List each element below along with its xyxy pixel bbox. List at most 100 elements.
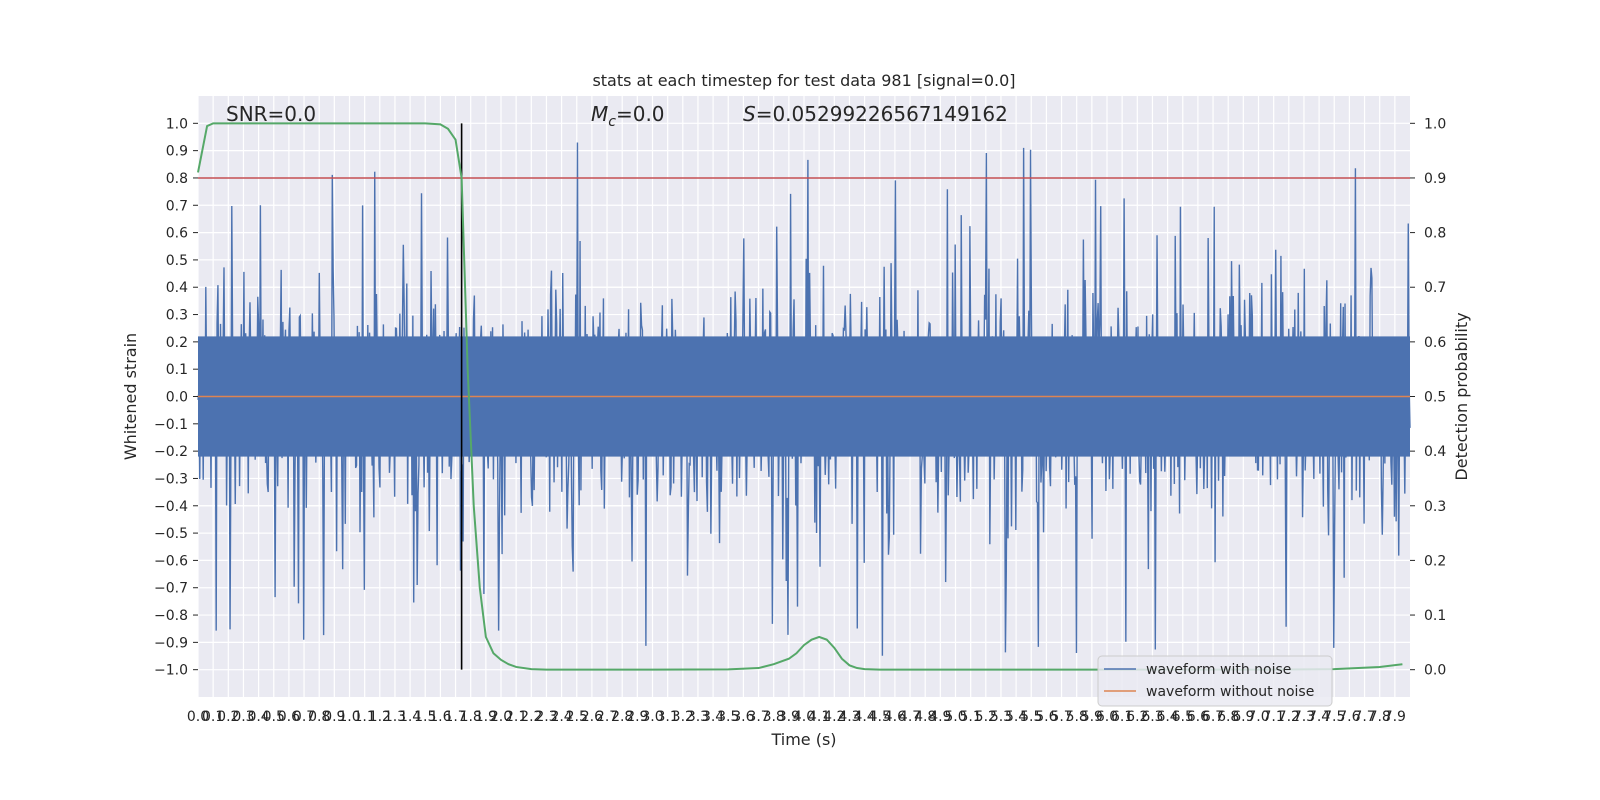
x-tick-label: 0.1: [202, 709, 224, 725]
mc-annotation: Mc=0.0: [591, 102, 665, 130]
y-tick-label: −0.6: [154, 553, 188, 569]
x-tick-label: 7.4: [1308, 709, 1330, 725]
x-tick-label: 7.3: [1293, 709, 1315, 725]
x-tick-label: 5.4: [1005, 709, 1027, 725]
x-tick-label: 2.9: [626, 709, 648, 725]
x-tick-label: 0.3: [232, 709, 254, 725]
series-detection-probability: [197, 122, 1403, 671]
x-tick-label: 1.0: [338, 709, 360, 725]
x-tick-label: 4.1: [808, 709, 830, 725]
x-tick-label: 7.1: [1263, 709, 1285, 725]
x-tick-label: 7.8: [1369, 709, 1391, 725]
y2-tick-label: 1.0: [1424, 116, 1446, 132]
y-tick-label: 0.5: [166, 253, 188, 269]
legend-box: [1097, 655, 1333, 707]
x-tick-label: 6.7: [1202, 709, 1224, 725]
y-tick-label: −0.4: [154, 499, 188, 515]
x-tick-label: 5.2: [975, 709, 997, 725]
legend-label-waveform-without-noise: waveform without noise: [1146, 684, 1314, 700]
x-tick-label: 3.7: [747, 709, 769, 725]
x-tick-label: 3.1: [657, 709, 679, 725]
y2-tick-label: 0.6: [1424, 335, 1446, 351]
x-tick-label: 2.0: [490, 709, 512, 725]
x-tick-label: 6.0: [1096, 709, 1118, 725]
x-tick-label: 3.3: [687, 709, 709, 725]
x-tick-label: 1.2: [369, 709, 391, 725]
x-tick-label: 7.6: [1338, 709, 1360, 725]
legend: waveform with noise waveform without nois…: [1097, 655, 1333, 707]
y-tick-label: 0.4: [166, 280, 188, 296]
x-tick-label: 4.9: [929, 709, 951, 725]
x-axis-label: Time (s): [770, 730, 836, 749]
x-tick-label: 5.3: [990, 709, 1012, 725]
y-tick-label: −0.7: [154, 581, 188, 597]
y2-tick-label: 0.8: [1424, 226, 1446, 242]
y2-tick-label: 0.9: [1424, 171, 1446, 187]
chart-title: stats at each timestep for test data 981…: [592, 71, 1015, 90]
y-axis-label: Whitened strain: [121, 333, 140, 460]
x-tick-label: 1.9: [475, 709, 497, 725]
x-tick-label: 2.3: [535, 709, 557, 725]
x-tick-label: 2.6: [581, 709, 603, 725]
y-tick-label: 0.6: [166, 226, 188, 242]
y2-tick-label: 0.5: [1424, 390, 1446, 406]
x-tick-label: 2.7: [596, 709, 618, 725]
x-tick-label: 2.8: [611, 709, 633, 725]
x-tick-label: 2.5: [566, 709, 588, 725]
x-tick-label: 6.8: [1217, 709, 1239, 725]
y2-axis-label: Detection probability: [1452, 312, 1471, 480]
x-tick-label: 0.6: [278, 709, 300, 725]
x-tick-label: 1.8: [460, 709, 482, 725]
y-tick-label: −1.0: [154, 663, 188, 679]
s-annotation: S=0.05299226567149162: [743, 102, 1008, 126]
y-tick-label: −0.3: [154, 471, 188, 487]
x-tick-label: 0.2: [217, 709, 239, 725]
x-tick-label: 7.5: [1323, 709, 1345, 725]
x-tick-label: 3.0: [641, 709, 663, 725]
y-tick-label: 0.7: [166, 198, 188, 214]
x-tick-label: 1.1: [354, 709, 376, 725]
x-tick-label: 2.2: [520, 709, 542, 725]
legend-label-waveform-with-noise: waveform with noise: [1146, 662, 1291, 678]
x-tick-label: 6.3: [1141, 709, 1163, 725]
x-tick-label: 6.1: [1111, 709, 1133, 725]
x-tick-label: 3.4: [702, 709, 724, 725]
x-tick-label: 6.2: [1126, 709, 1148, 725]
x-tick-label: 0.7: [293, 709, 315, 725]
x-tick-label: 2.4: [550, 709, 572, 725]
x-tick-label: 7.0: [1247, 709, 1269, 725]
x-tick-label: 3.9: [778, 709, 800, 725]
y-tick-label: 0.8: [166, 171, 188, 187]
x-tick-label: 4.3: [838, 709, 860, 725]
x-tick-label: 7.2: [1278, 709, 1300, 725]
x-tick-label: 3.8: [763, 709, 785, 725]
x-tick-label: 7.7: [1353, 709, 1375, 725]
y2-tick-label: 0.3: [1424, 499, 1446, 515]
x-tick-label: 5.8: [1066, 709, 1088, 725]
x-tick-label: 4.5: [869, 709, 891, 725]
y-tick-label: 0.9: [166, 144, 188, 160]
y-tick-label: −0.2: [154, 444, 188, 460]
x-tick-label: 4.6: [884, 709, 906, 725]
x-tick-label: 6.6: [1187, 709, 1209, 725]
y2-tick-label: 0.2: [1424, 553, 1446, 569]
y-tick-label: 0.2: [166, 335, 188, 351]
x-tick-label: 3.2: [672, 709, 694, 725]
x-tick-label: 4.7: [899, 709, 921, 725]
x-tick-label: 5.6: [1035, 709, 1057, 725]
x-tick-label: 1.3: [384, 709, 406, 725]
y-tick-label: 1.0: [166, 116, 188, 132]
x-tick-label: 0.5: [263, 709, 285, 725]
y-tick-label: −0.1: [154, 417, 188, 433]
x-tick-label: 1.4: [399, 709, 421, 725]
y2-tick-label: 0.1: [1424, 608, 1446, 624]
y-tick-label: −0.9: [154, 635, 188, 651]
x-tick-label: 6.5: [1172, 709, 1194, 725]
y2-tick-label: 0.0: [1424, 663, 1446, 679]
x-tick-label: 5.5: [1020, 709, 1042, 725]
x-tick-label: 5.9: [1081, 709, 1103, 725]
plot-area: 1.00.90.80.70.60.50.40.30.20.10.0−0.1−0.…: [121, 71, 1471, 749]
x-tick-label: 1.6: [429, 709, 451, 725]
x-tick-label: 4.0: [793, 709, 815, 725]
x-tick-label: 4.8: [914, 709, 936, 725]
